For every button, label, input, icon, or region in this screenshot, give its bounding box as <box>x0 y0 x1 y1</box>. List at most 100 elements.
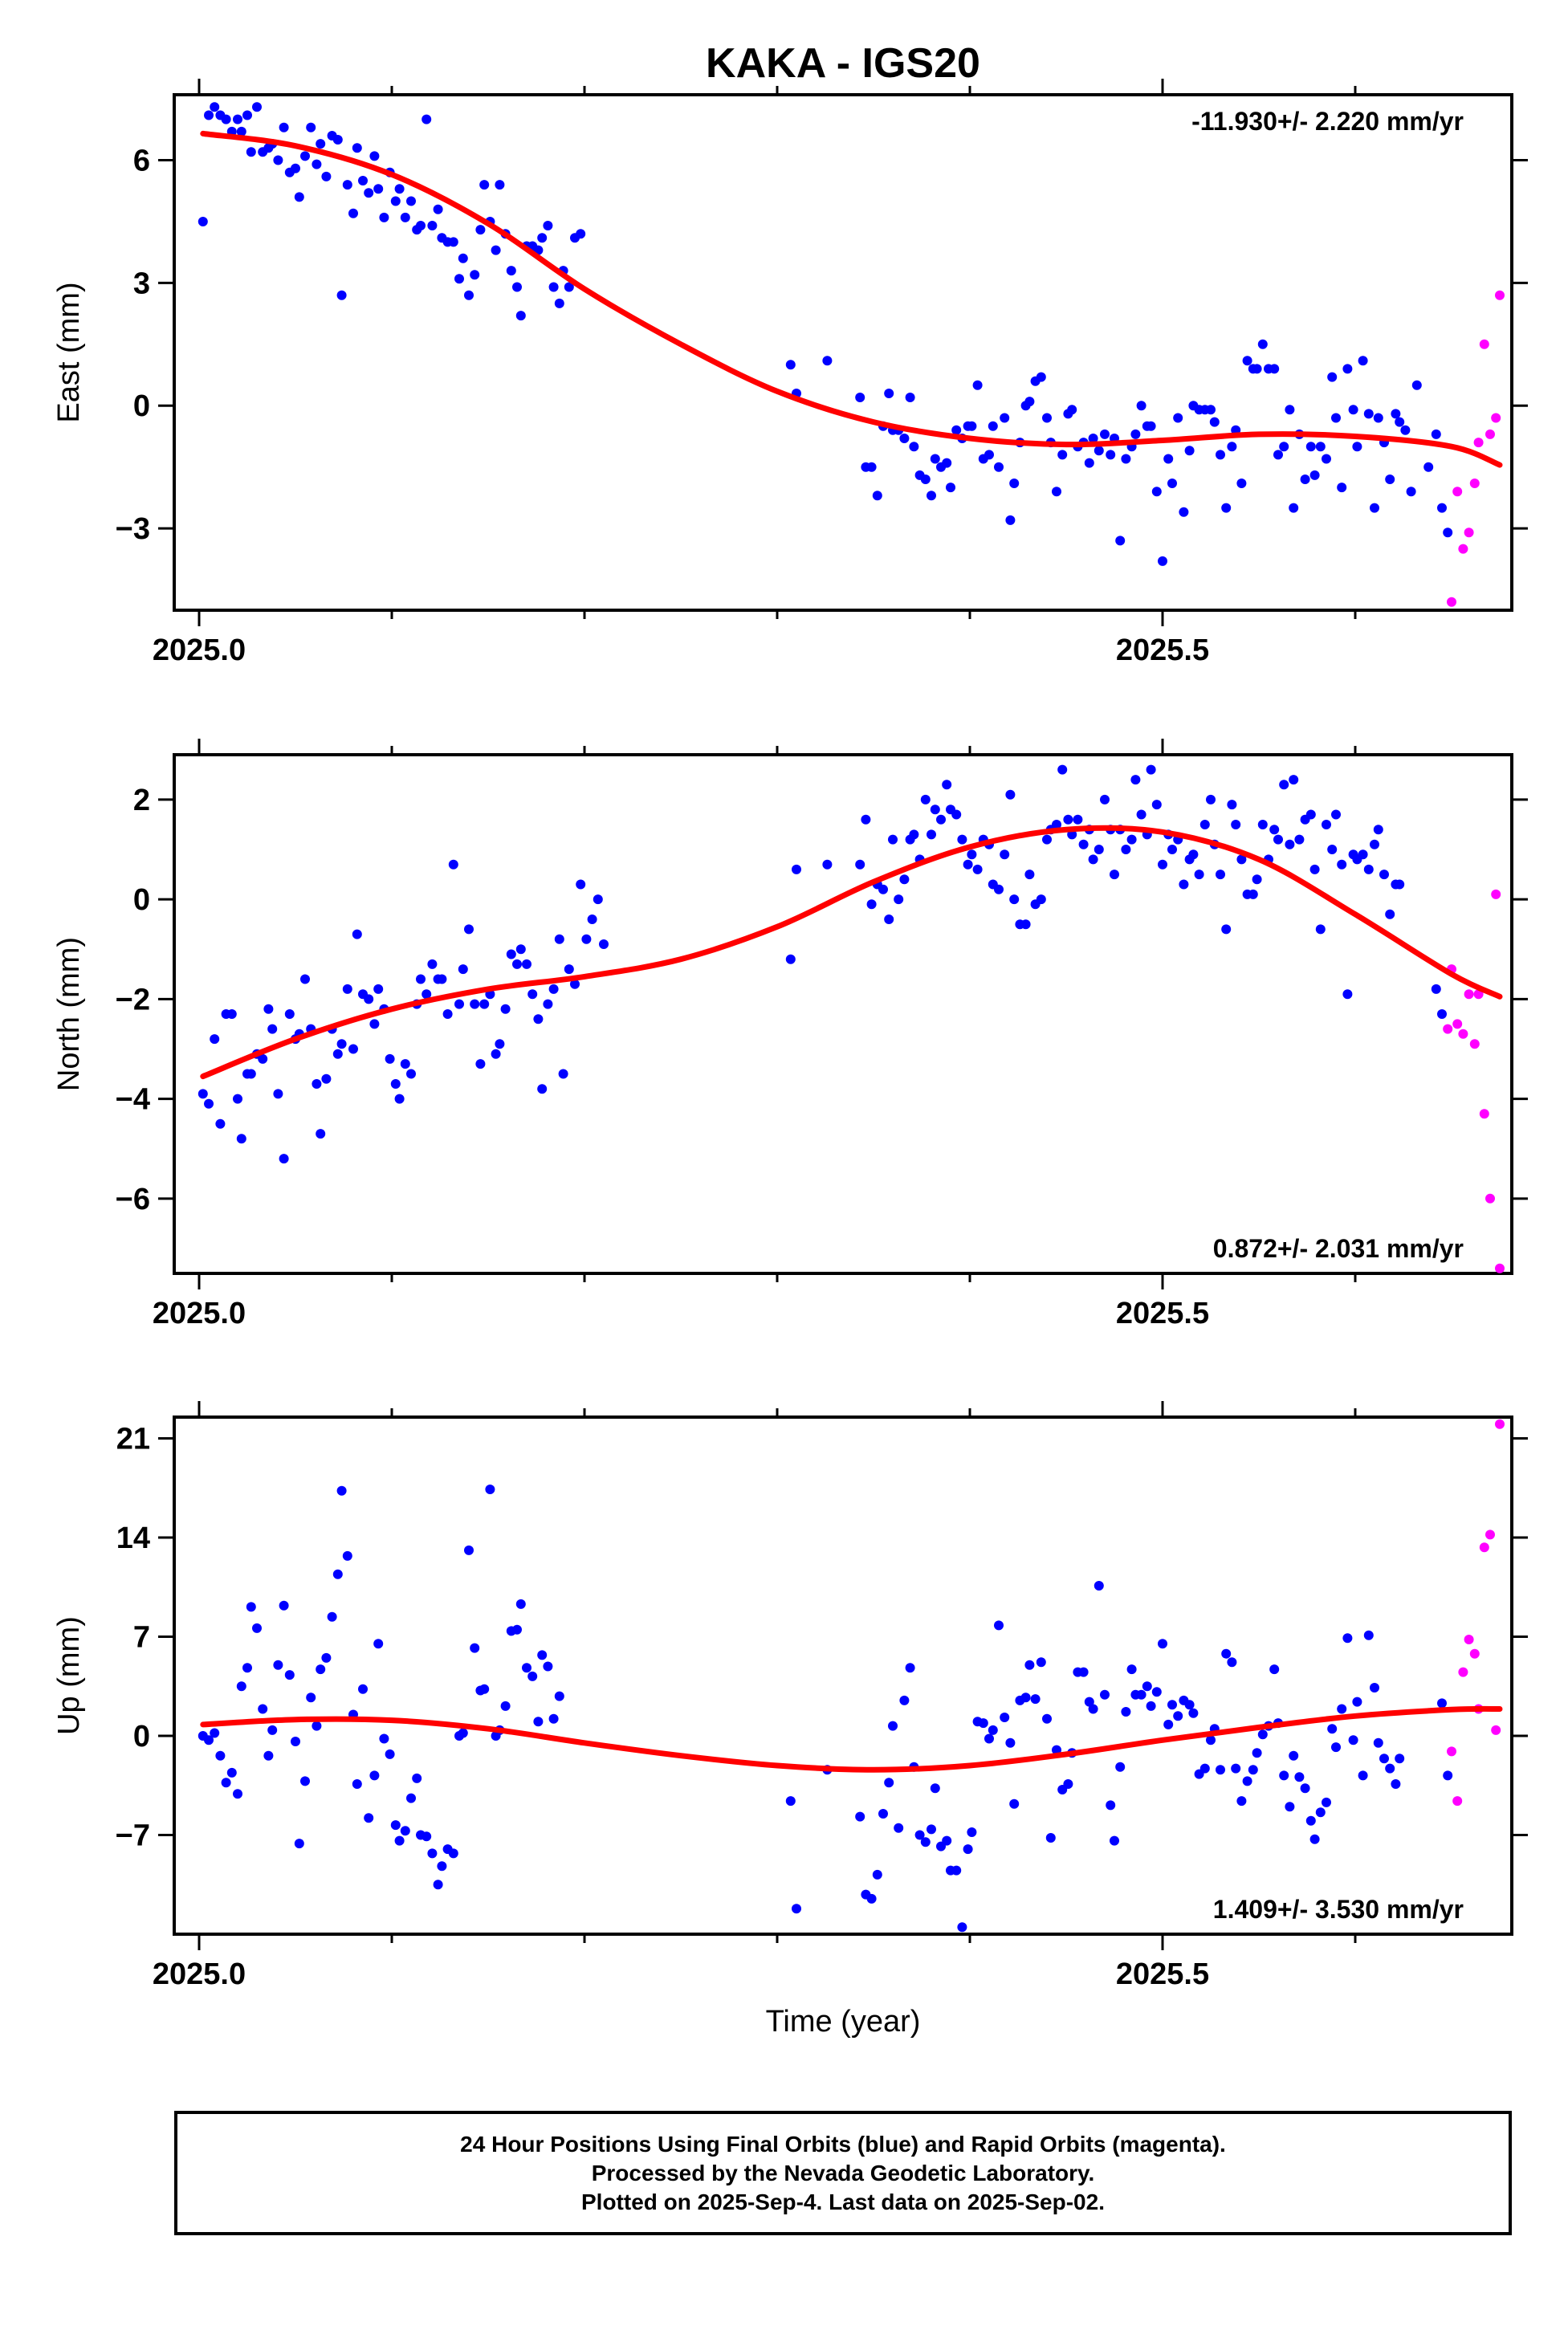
final-orbit-point <box>1227 800 1237 810</box>
fit-curve <box>200 130 1503 468</box>
final-orbit-point <box>1257 339 1268 349</box>
y-axis-label: North (mm) <box>52 937 86 1091</box>
rapid-orbit-point <box>1491 889 1501 899</box>
final-orbit-point <box>236 126 246 136</box>
final-orbit-point <box>246 147 256 157</box>
final-orbit-point <box>300 151 310 161</box>
final-orbit-point <box>951 425 962 435</box>
final-orbit-point <box>942 780 952 790</box>
rapid-orbit-point <box>1447 1746 1456 1757</box>
final-orbit-point <box>537 1650 548 1660</box>
final-orbit-point <box>226 1009 237 1019</box>
final-orbit-point <box>400 1059 410 1069</box>
final-orbit-point <box>942 1835 952 1846</box>
final-orbit-point <box>527 1671 538 1681</box>
final-orbit-point <box>1045 1833 1056 1843</box>
final-orbit-point <box>233 1094 242 1104</box>
final-orbit-point <box>1315 442 1326 452</box>
final-orbit-point <box>972 864 983 874</box>
final-orbit-point <box>1443 1770 1453 1781</box>
final-orbit-point <box>437 974 447 984</box>
final-orbit-point <box>930 1783 940 1794</box>
final-orbit-point <box>1163 1719 1174 1729</box>
final-orbit-point <box>198 217 208 226</box>
final-orbit-point <box>1242 1776 1252 1786</box>
final-orbit-point <box>994 884 1004 894</box>
final-orbit-point <box>1088 854 1098 865</box>
final-orbit-point <box>464 924 474 935</box>
final-orbit-point <box>348 1044 358 1054</box>
final-orbit-point <box>448 859 458 870</box>
final-orbit-point <box>1067 829 1077 840</box>
final-orbit-point <box>822 859 833 870</box>
final-orbit-point <box>475 1059 486 1069</box>
y-tick-label: 14 <box>116 1521 150 1555</box>
final-orbit-point <box>1084 1697 1094 1707</box>
final-orbit-point <box>957 834 967 845</box>
rapid-orbit-point <box>1458 1029 1468 1039</box>
final-orbit-point <box>1130 429 1141 439</box>
final-orbit-point <box>1206 405 1216 415</box>
rapid-orbit-point <box>1464 989 1474 1000</box>
final-orbit-point <box>221 1778 231 1788</box>
final-orbit-point <box>1279 442 1289 452</box>
final-orbit-point <box>263 1750 274 1761</box>
final-orbit-point <box>1279 1770 1289 1781</box>
final-orbit-point <box>458 253 468 263</box>
y-tick-label: −4 <box>116 1083 150 1117</box>
final-orbit-point <box>1078 1667 1089 1677</box>
final-orbit-point <box>1130 775 1141 785</box>
final-orbit-point <box>1209 417 1220 427</box>
fit-curve <box>200 1705 1503 1773</box>
final-orbit-point <box>1030 1694 1041 1705</box>
final-orbit-point <box>273 1660 283 1670</box>
final-orbit-point <box>1289 775 1299 785</box>
final-orbit-point <box>1136 1689 1146 1700</box>
final-orbit-point <box>364 188 374 198</box>
final-orbit-point <box>1248 1765 1258 1775</box>
final-orbit-point <box>204 1098 214 1109</box>
final-orbit-point <box>1437 503 1447 513</box>
final-orbit-point <box>1437 1698 1447 1709</box>
final-orbit-point <box>920 475 931 484</box>
final-orbit-point <box>1167 845 1177 854</box>
final-orbit-point <box>1042 834 1052 845</box>
final-orbit-point <box>1063 814 1073 825</box>
final-orbit-point <box>927 829 936 840</box>
final-orbit-point <box>1216 870 1225 880</box>
final-orbit-point <box>379 212 389 222</box>
final-orbit-point <box>1322 454 1331 464</box>
final-orbit-point <box>1121 1707 1131 1717</box>
east-panel: 2025.0 2025.5 −3 0 3 6 East (mm) -11.930+/- 2.2… <box>52 79 1528 667</box>
final-orbit-point <box>1042 413 1052 423</box>
final-orbit-point <box>967 421 977 431</box>
data-layer <box>198 102 1505 607</box>
y-tick-label: −7 <box>116 1819 150 1852</box>
final-orbit-point <box>1009 894 1020 905</box>
final-orbit-point <box>1305 1815 1316 1826</box>
final-orbit-point <box>905 1663 915 1673</box>
final-orbit-point <box>294 192 304 202</box>
final-orbit-point <box>1088 434 1098 443</box>
final-orbit-point <box>358 176 368 185</box>
y-tick-label: 21 <box>116 1422 150 1456</box>
final-orbit-point <box>548 282 559 292</box>
final-orbit-point <box>369 151 380 161</box>
final-orbit-point <box>1342 364 1353 374</box>
final-orbit-point <box>951 1865 962 1876</box>
final-orbit-point <box>1370 839 1379 849</box>
final-orbit-point <box>300 974 310 984</box>
final-orbit-point <box>400 1826 410 1836</box>
rapid-orbit-point <box>1491 413 1501 423</box>
final-orbit-point <box>342 1550 352 1561</box>
final-orbit-point <box>400 212 410 222</box>
final-orbit-point <box>1000 1713 1010 1722</box>
final-orbit-point <box>1379 870 1389 880</box>
final-orbit-point <box>1000 849 1010 860</box>
final-orbit-point <box>515 311 526 321</box>
final-orbit-point <box>1036 894 1046 905</box>
y-tick-label: 6 <box>133 145 150 178</box>
final-orbit-point <box>458 1728 468 1738</box>
final-orbit-point <box>1285 405 1295 415</box>
final-orbit-point <box>994 462 1004 472</box>
